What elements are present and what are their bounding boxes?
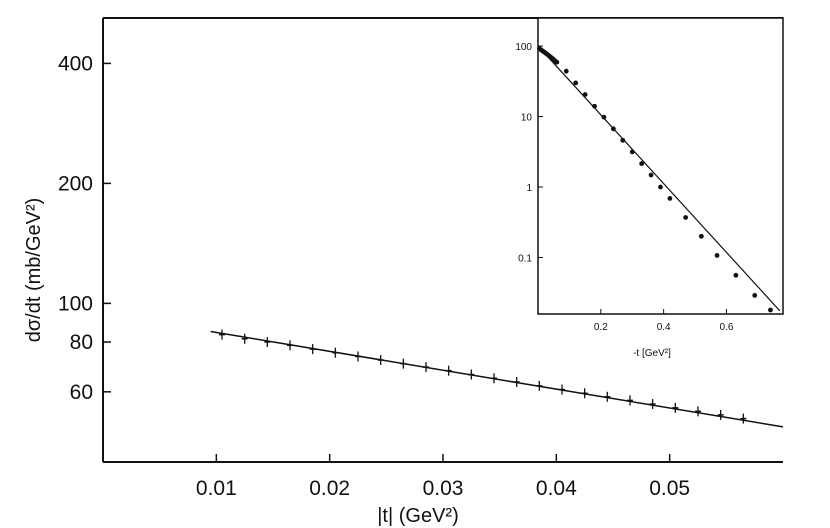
inset-y-tick-label: 10 — [521, 113, 533, 124]
main-data-point — [287, 340, 293, 351]
main-y-tick-label: 100 — [58, 292, 93, 315]
main-data-point — [400, 358, 407, 369]
main-x-tick-label: 0.04 — [536, 477, 577, 500]
inset-data-point — [610, 126, 616, 132]
main-data-point — [445, 365, 452, 376]
main-data-point — [423, 362, 429, 373]
main-x-tick-label: 0.03 — [423, 477, 464, 500]
inset-data-point — [648, 172, 654, 178]
main-data-point — [332, 347, 339, 358]
inset-y-tick-label: 100 — [515, 42, 532, 53]
inset-x-axis-title: -t [GeV²] — [633, 348, 671, 359]
inset-frame — [537, 17, 784, 315]
main-y-tick-label: 80 — [70, 331, 93, 354]
inset-data-point — [667, 195, 673, 201]
inset-data-points — [537, 46, 773, 313]
main-y-tick-label: 200 — [58, 172, 93, 195]
main-y-axis-title: dσ/dt (mb/GeV²) — [23, 198, 45, 343]
main-data-point — [559, 384, 565, 395]
main-data-point — [695, 406, 701, 417]
main-data-point — [219, 329, 225, 340]
inset-fit-segment — [537, 45, 781, 312]
inset-background — [538, 18, 783, 314]
inset-data-point — [768, 307, 773, 313]
main-data-points — [219, 329, 747, 424]
main-x-axis-title: |t| (GeV²) — [377, 505, 459, 527]
inset-data-point — [629, 149, 635, 155]
main-data-point — [241, 333, 248, 344]
inset-data-point — [592, 103, 597, 109]
main-data-point — [513, 376, 520, 387]
inset-ticks: 0.2 0.4 0.6 0.1 1 10 100 — [515, 42, 734, 333]
main-fit-segment — [210, 330, 784, 428]
inset-data-point — [658, 184, 663, 190]
main-y-tick-label: 60 — [70, 381, 93, 404]
main-data-point — [581, 388, 588, 399]
main-data-point — [355, 351, 361, 362]
main-data-point — [717, 409, 724, 420]
main-x-tick-label: 0.01 — [196, 477, 237, 500]
main-x-tick-label: 0.05 — [649, 477, 690, 500]
inset-data-point — [714, 253, 720, 258]
main-x-tick-label: 0.02 — [309, 477, 350, 500]
inset-data-point — [554, 59, 560, 65]
inset-x-tick-label: 0.2 — [594, 322, 608, 333]
main-data-point — [604, 391, 611, 402]
inset-data-point — [573, 80, 579, 86]
inset-data-point — [683, 215, 689, 220]
main-data-point — [491, 373, 497, 384]
main-data-point — [309, 344, 316, 355]
main-data-point — [536, 380, 543, 391]
main-data-point — [468, 369, 475, 380]
main-ticks: 0.01 0.02 0.03 0.04 0.05 60 80 100 200 400 — [58, 52, 690, 500]
inset-x-tick-label: 0.4 — [657, 322, 671, 333]
inset-data-point — [582, 92, 588, 97]
inset-x-tick-label: 0.6 — [720, 322, 734, 333]
main-data-point — [264, 337, 271, 348]
inset-data-point — [620, 137, 626, 143]
inset-y-tick-label: 1 — [526, 183, 532, 194]
main-chart: 0.01 0.02 0.03 0.04 0.05 60 80 100 200 400 |t| (G… — [23, 17, 784, 527]
main-data-point — [377, 355, 384, 366]
inset-data-point — [733, 272, 739, 278]
main-data-point — [740, 413, 747, 424]
inset-data-point — [563, 68, 569, 74]
main-data-point — [627, 395, 633, 406]
inset-data-point — [752, 293, 758, 298]
inset-data-point — [639, 161, 645, 166]
inset-y-tick-label: 0.1 — [518, 254, 532, 265]
inset-chart: 0.2 0.4 0.6 0.1 1 10 100 -t [GeV²] — [515, 17, 784, 359]
inset-data-point — [698, 233, 704, 239]
main-data-point — [649, 399, 656, 410]
main-data-point — [672, 402, 679, 413]
main-fit-line — [210, 330, 784, 428]
inset-axes — [537, 17, 784, 315]
main-y-tick-label: 400 — [58, 52, 93, 75]
inset-data-point — [601, 114, 607, 120]
inset-fit-line — [537, 45, 781, 312]
